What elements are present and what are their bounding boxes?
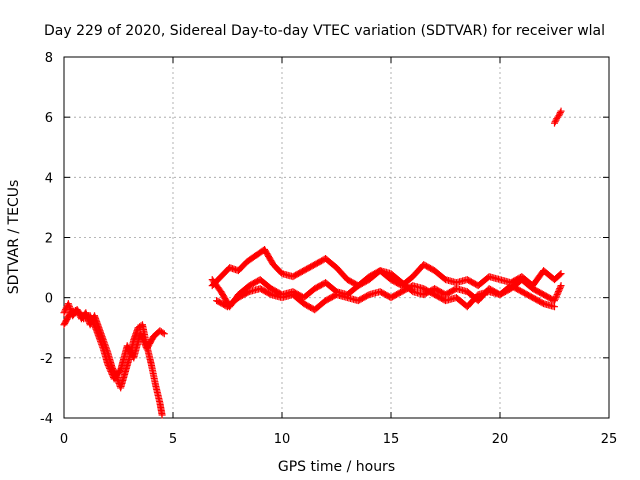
x-tick-label: 20 xyxy=(492,432,509,447)
data-point xyxy=(557,282,565,290)
data-point xyxy=(67,309,75,317)
data-point xyxy=(556,283,564,291)
data-point xyxy=(160,330,168,338)
y-tick-label: -2 xyxy=(40,352,53,367)
y-tick-label: 8 xyxy=(45,51,53,66)
data-point xyxy=(107,367,115,375)
data-point xyxy=(556,271,564,279)
data-point xyxy=(138,333,146,341)
x-tick-label: 25 xyxy=(601,432,618,447)
data-point xyxy=(551,118,559,126)
data-point xyxy=(556,110,564,118)
data-point xyxy=(552,294,560,302)
data-point xyxy=(552,292,560,300)
series-arc-6 xyxy=(551,107,565,127)
data-point xyxy=(60,309,68,317)
data-point xyxy=(159,329,167,337)
data-point xyxy=(556,109,564,117)
data-point xyxy=(87,313,95,321)
data-point xyxy=(106,364,114,372)
data-point xyxy=(136,330,144,338)
y-axis-label: SDTVAR / TECUs xyxy=(6,180,22,295)
data-point xyxy=(68,308,76,316)
data-point xyxy=(551,303,558,311)
y-tick-label: 6 xyxy=(45,111,53,126)
data-point xyxy=(140,337,148,345)
x-axis-label: GPS time / hours xyxy=(278,459,395,475)
data-point xyxy=(89,318,97,326)
data-point xyxy=(61,307,69,315)
grid xyxy=(64,57,609,418)
x-tick-label: 5 xyxy=(169,432,177,447)
x-tick-label: 15 xyxy=(383,432,400,447)
data-point xyxy=(104,361,112,369)
data-point xyxy=(106,366,114,374)
data-point xyxy=(555,286,563,294)
chart-title: Day 229 of 2020, Sidereal Day-to-day VTE… xyxy=(44,23,605,39)
data-point xyxy=(91,322,99,330)
data-point xyxy=(556,285,564,293)
data-point xyxy=(555,112,563,120)
data-point xyxy=(80,315,88,323)
data-point xyxy=(557,107,565,115)
data-point xyxy=(139,336,147,344)
y-tick-label: -4 xyxy=(40,412,53,427)
data-point xyxy=(105,363,113,371)
data-point xyxy=(554,288,562,296)
data-point xyxy=(81,314,89,322)
y-tick-label: 2 xyxy=(45,232,53,247)
data-point xyxy=(87,315,95,323)
x-tick-label: 10 xyxy=(274,432,291,447)
y-tick-label: 0 xyxy=(45,292,53,307)
data-point xyxy=(108,369,116,377)
data-point xyxy=(91,324,99,332)
data-point xyxy=(553,291,561,299)
data-point xyxy=(88,316,96,324)
data-point xyxy=(557,270,565,278)
data-point xyxy=(86,312,94,320)
data-marks xyxy=(60,107,565,419)
data-point xyxy=(554,289,562,297)
data-point xyxy=(104,360,112,368)
data-point xyxy=(89,319,97,327)
data-point xyxy=(551,119,558,127)
data-point xyxy=(138,334,146,342)
y-tick-label: 4 xyxy=(45,171,53,186)
series-arc-2 xyxy=(60,306,168,383)
data-point xyxy=(90,321,98,329)
data-point xyxy=(140,339,148,347)
data-point xyxy=(158,411,166,419)
ticks: 0 5 10 15 20 25 -4 -2 0 2 4 6 8 xyxy=(40,51,617,447)
data-point xyxy=(551,297,558,305)
data-point xyxy=(551,295,559,303)
x-tick-label: 0 xyxy=(60,432,68,447)
data-point xyxy=(92,325,100,333)
data-point xyxy=(137,331,145,339)
series-arc-5 xyxy=(213,282,558,314)
